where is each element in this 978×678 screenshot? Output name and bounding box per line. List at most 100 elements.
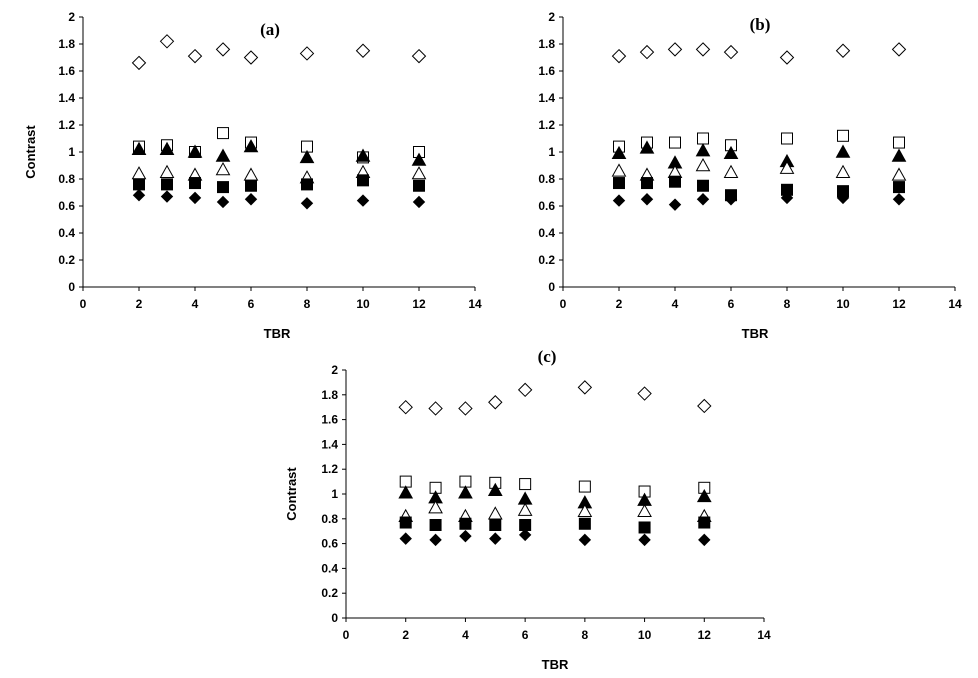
panel-a-open-square-point xyxy=(217,127,229,140)
panel-a-filled-diamond-point xyxy=(160,190,174,203)
panel-b-y-tick-label: 0.6 xyxy=(538,199,555,213)
panel-b-y-tick-label: 0.4 xyxy=(538,226,555,240)
panel-c-x-tick-label: 14 xyxy=(757,628,771,642)
panel-b-open-diamond-point xyxy=(611,48,627,64)
panel-a-open-diamond-point xyxy=(215,42,231,57)
panel-b-x-tick-label: 6 xyxy=(728,297,735,311)
panel-c-x-tick-label: 6 xyxy=(522,628,529,642)
panel-b-open-triangle-point xyxy=(611,163,627,177)
panel-c-x-tick-label: 8 xyxy=(582,628,589,642)
panel-c-filled-square-point xyxy=(399,516,412,529)
panel-a-filled-diamond-point xyxy=(132,188,146,202)
panel-b-open-triangle-point xyxy=(835,164,851,178)
panel-a-x-axis-title: TBR xyxy=(264,326,291,341)
panel-c-open-diamond-point xyxy=(398,399,413,415)
panel-a-open-triangle-point xyxy=(159,164,175,178)
panel-b-open-diamond-point xyxy=(723,44,739,60)
panel-c-filled-triangle-point xyxy=(458,485,473,499)
panel-c-x-tick-label: 10 xyxy=(638,628,652,642)
panel-b-open-square-point xyxy=(697,132,709,145)
panel-c-open-diamond-point xyxy=(458,401,473,416)
panel-b-filled-triangle-point xyxy=(639,140,655,154)
panel-c-x-tick-label: 0 xyxy=(343,628,350,642)
panel-c-filled-triangle-point xyxy=(696,488,712,503)
panel-a-filled-triangle-point xyxy=(243,139,259,153)
panel-b-filled-diamond-point xyxy=(612,194,626,207)
panel-b-x-tick-label: 4 xyxy=(672,297,679,311)
panel-a-filled-square-point xyxy=(217,181,229,194)
panel-b-y-tick-label: 1.8 xyxy=(538,37,555,51)
panel-c-filled-triangle-point xyxy=(487,482,503,496)
panel-a-y-tick-label: 0.8 xyxy=(58,172,75,186)
panel-c-y-tick-label: 0.2 xyxy=(321,586,338,600)
panel-a-y-tick-label: 1.8 xyxy=(58,37,75,51)
panel-b-y-tick-label: 0 xyxy=(548,280,555,294)
panel-b-filled-triangle-point xyxy=(891,148,907,162)
panel-b-filled-triangle-point xyxy=(695,143,711,157)
panel-c-open-diamond-point xyxy=(577,380,593,395)
panel-b-filled-triangle-point xyxy=(723,145,739,160)
panel-a-filled-triangle-point xyxy=(411,152,427,166)
panel-b-open-diamond-point xyxy=(779,50,795,65)
panel-a-filled-square-point xyxy=(133,178,145,191)
panel-c-filled-square-point xyxy=(489,519,502,531)
panel-b-y-tick-label: 1.2 xyxy=(538,118,555,132)
panel-a-filled-diamond-point xyxy=(244,193,258,206)
panel-b-filled-diamond-point xyxy=(668,198,682,211)
panel-b-filled-diamond-point xyxy=(724,193,738,206)
panel-a-x-tick-label: 2 xyxy=(136,297,143,311)
panel-c-plot-area: 0 0.2 0.4 0.6 0.8 1 1.2 1.4 1.6 1.8 2 0 2 4 6 8 10 12 14 xyxy=(321,363,771,642)
panel-a-filled-diamond-point xyxy=(188,191,202,205)
panel-a-filled-square-point xyxy=(161,178,173,191)
panel-b-y-tick-label: 0.2 xyxy=(538,253,555,267)
panel-a-y-tick-label: 0.6 xyxy=(58,199,75,213)
panel-b-filled-square-point xyxy=(669,175,681,188)
panel-a-open-diamond-point xyxy=(243,50,259,65)
panel-c-y-tick-label: 0.8 xyxy=(321,512,338,526)
panel-a-y-tick-label: 0.4 xyxy=(58,226,75,240)
panel-b-x-tick-label: 2 xyxy=(616,297,623,311)
panel-c-open-diamond-point xyxy=(637,386,652,401)
panel-b-x-tick-label: 14 xyxy=(948,297,962,311)
panel-a-x-tick-label: 12 xyxy=(412,297,426,311)
panel-b-filled-diamond-point xyxy=(892,193,906,206)
panel-a-x-tick-label: 4 xyxy=(192,297,199,311)
panel-c-filled-diamond-point xyxy=(399,532,412,545)
panel-c-y-tick-label: 2 xyxy=(331,363,338,377)
panel-a-filled-triangle-point xyxy=(215,148,231,162)
panel-b-y-tick-label: 1.4 xyxy=(538,91,555,105)
panel-c-open-triangle-point xyxy=(428,500,443,514)
panel-a-filled-square-point xyxy=(189,177,201,190)
panel-b-label: (b) xyxy=(750,15,771,34)
panel-a: (a) Contrast TBR 0 0.2 0.4 0.6 0.8 1 1.2 1.4 1.6… xyxy=(23,10,482,341)
panel-c-filled-triangle-point xyxy=(517,491,533,505)
panel-b-filled-square-point xyxy=(641,177,653,190)
panel-a-y-tick-label: 1 xyxy=(68,145,75,159)
panel-a-filled-square-point xyxy=(357,174,369,187)
panel-b-filled-square-point xyxy=(893,181,905,194)
panel-c-label: (c) xyxy=(538,347,557,366)
panel-a-open-diamond-point xyxy=(299,46,315,61)
panel-b-filled-triangle-point xyxy=(835,144,851,158)
panel-c-x-axis-title: TBR xyxy=(542,657,569,672)
panel-b-x-tick-label: 0 xyxy=(560,297,567,311)
panel-c-filled-diamond-point xyxy=(698,533,711,547)
panel-b-open-triangle-point xyxy=(779,160,795,174)
panel-c-y-tick-label: 0.4 xyxy=(321,561,338,575)
panel-a-y-tick-label: 1.2 xyxy=(58,118,75,132)
panel-a-open-diamond-point xyxy=(131,55,147,71)
panel-b-filled-diamond-point xyxy=(640,193,654,206)
panel-a-filled-triangle-point xyxy=(299,149,315,164)
panel-b-filled-diamond-point xyxy=(836,191,850,205)
panel-a-filled-diamond-point xyxy=(300,197,314,210)
panel-a-y-axis-title: Contrast xyxy=(23,125,38,179)
panel-a-filled-square-point xyxy=(245,179,257,192)
panel-c-open-triangle-point xyxy=(577,503,593,518)
panel-a-y-tick-label: 2 xyxy=(68,10,75,24)
panel-a-filled-triangle-point xyxy=(187,144,203,158)
panel-c-filled-square-point xyxy=(638,521,651,534)
panel-c-filled-square-point xyxy=(578,517,591,530)
panel-b-x-tick-label: 8 xyxy=(784,297,791,311)
panel-b-open-triangle-point xyxy=(723,164,739,178)
